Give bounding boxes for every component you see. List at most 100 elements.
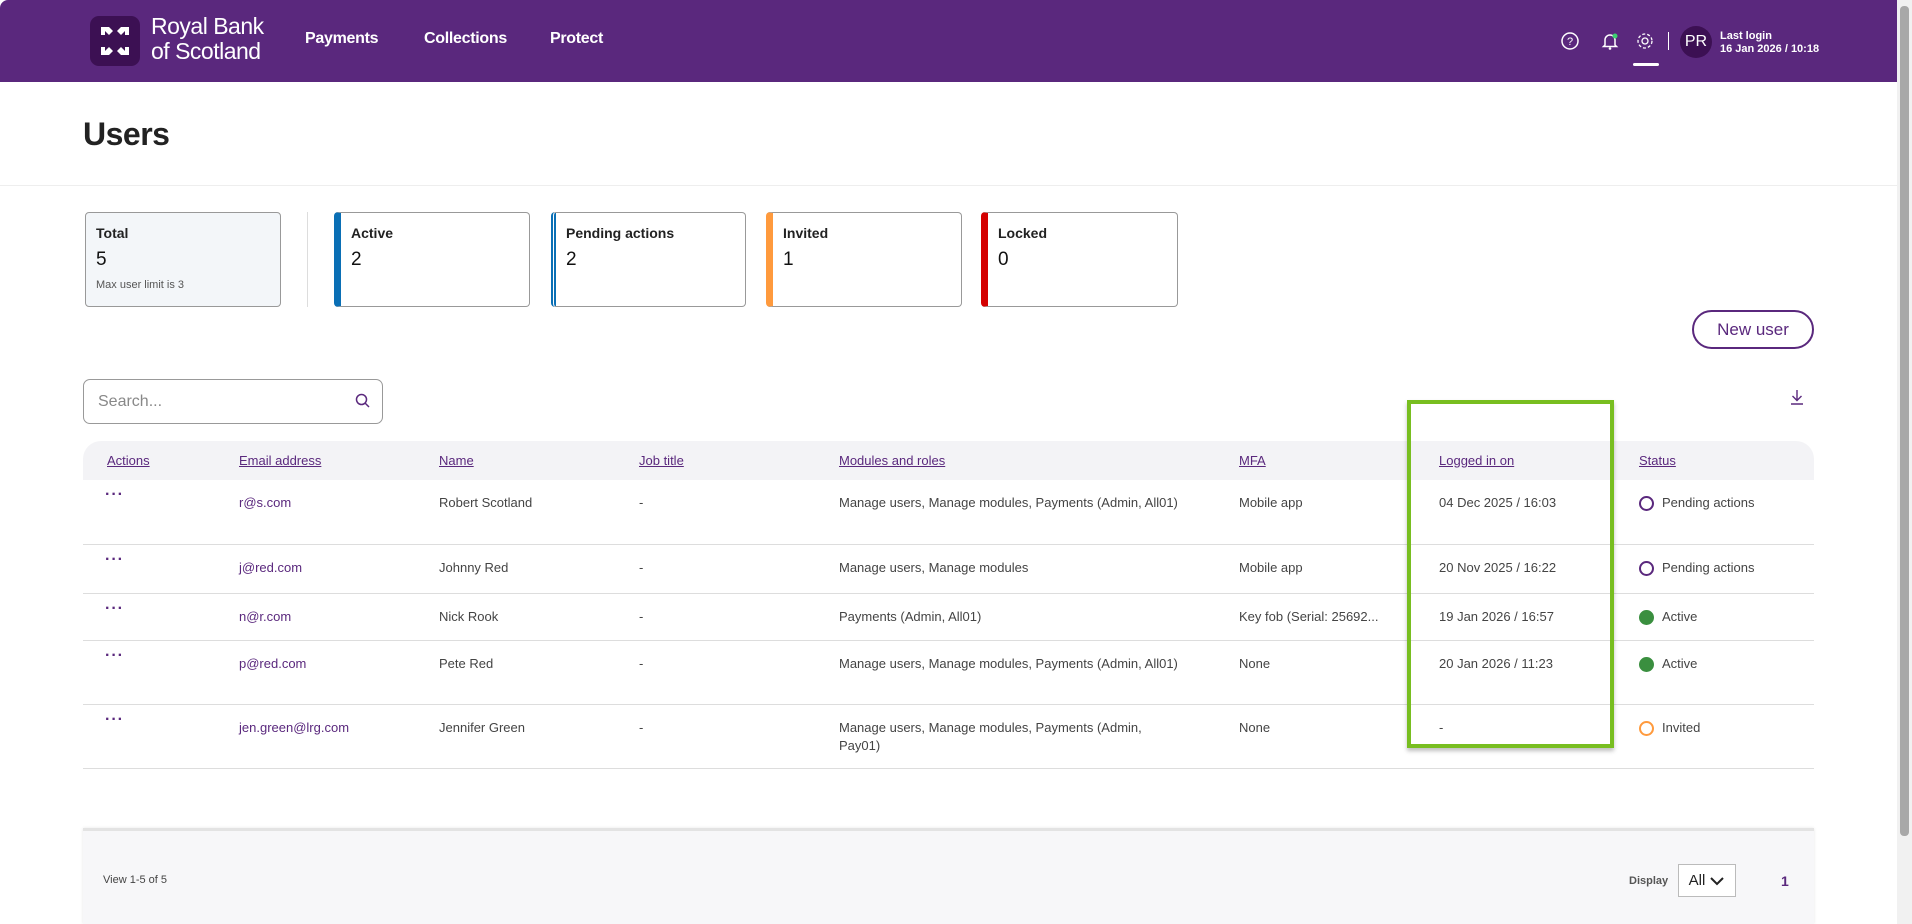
row-actions-menu[interactable]: ··· xyxy=(105,711,124,728)
table-row: ··· p@red.com Pete Red - Manage users, M… xyxy=(83,641,1814,705)
row-mfa: Mobile app xyxy=(1239,560,1303,575)
row-job-title: - xyxy=(639,656,644,671)
card-label: Locked xyxy=(998,225,1048,241)
summary-card-total[interactable]: Total 5 Max user limit is 3 xyxy=(85,212,281,307)
col-status[interactable]: Status xyxy=(1639,453,1676,468)
nav-collections[interactable]: Collections xyxy=(424,30,507,47)
table-footer: View 1-5 of 5 Display All 1 xyxy=(83,828,1814,924)
row-job-title: - xyxy=(639,560,644,575)
row-name: Nick Rook xyxy=(439,609,499,624)
row-email[interactable]: r@s.com xyxy=(239,495,292,510)
summary-card-invited[interactable]: Invited 1 xyxy=(766,212,962,307)
row-status: Pending actions xyxy=(1639,559,1755,577)
col-name[interactable]: Name xyxy=(439,453,474,468)
table-row: ··· r@s.com Robert Scotland - Manage use… xyxy=(83,480,1814,545)
download-icon[interactable] xyxy=(1788,388,1806,406)
table-row: ··· n@r.com Nick Rook - Payments (Admin,… xyxy=(83,594,1814,641)
row-job-title: - xyxy=(639,495,644,510)
row-email[interactable]: n@r.com xyxy=(239,609,292,624)
chevron-down-icon xyxy=(1710,876,1725,885)
row-email[interactable]: j@red.com xyxy=(239,560,303,575)
row-logged-in: 20 Nov 2025 / 16:22 xyxy=(1439,560,1557,575)
col-email[interactable]: Email address xyxy=(239,453,322,468)
row-mfa: None xyxy=(1239,720,1271,735)
card-label: Invited xyxy=(783,225,829,241)
summary-card-pending[interactable]: Pending actions 2 xyxy=(551,212,746,307)
svg-text:?: ? xyxy=(1567,36,1573,48)
row-modules: Manage users, Manage modules, Payments (… xyxy=(839,656,1178,671)
row-job-title: - xyxy=(639,720,644,735)
status-dot-icon xyxy=(1639,720,1654,736)
divider xyxy=(0,185,1897,186)
row-mfa: None xyxy=(1239,656,1271,671)
row-email[interactable]: p@red.com xyxy=(239,656,307,671)
row-logged-in: - xyxy=(1439,720,1444,735)
row-email[interactable]: jen.green@lrg.com xyxy=(239,720,350,735)
col-actions[interactable]: Actions xyxy=(107,453,150,468)
row-actions-menu[interactable]: ··· xyxy=(105,600,124,617)
user-avatar[interactable]: PR xyxy=(1680,26,1712,58)
view-count: View 1-5 of 5 xyxy=(103,874,168,886)
status-dot-icon xyxy=(1639,609,1654,625)
card-value: 2 xyxy=(351,249,362,270)
status-text: Active xyxy=(1662,609,1698,624)
notification-bell-icon[interactable] xyxy=(1599,30,1621,52)
status-text: Invited xyxy=(1662,720,1701,735)
row-actions-menu[interactable]: ··· xyxy=(105,647,124,664)
last-login: Last login 16 Jan 2026 / 10:18 xyxy=(1720,30,1819,56)
col-mfa[interactable]: MFA xyxy=(1239,453,1266,468)
active-settings-indicator xyxy=(1633,63,1659,66)
summary-card-locked[interactable]: Locked 0 xyxy=(981,212,1178,307)
table-row: ··· jen.green@lrg.com Jennifer Green - M… xyxy=(83,705,1814,769)
row-status: Active xyxy=(1639,608,1697,626)
display-value: All xyxy=(1688,872,1706,889)
row-actions-menu[interactable]: ··· xyxy=(105,551,124,568)
table-row: ··· j@red.com Johnny Red - Manage users,… xyxy=(83,545,1814,594)
col-logged-in[interactable]: Logged in on xyxy=(1439,453,1515,468)
row-modules: Manage users, Manage modules xyxy=(839,560,1029,575)
row-job-title: - xyxy=(639,609,644,624)
col-job-title[interactable]: Job title xyxy=(639,453,684,468)
brand-line-1: Royal Bank xyxy=(151,13,264,39)
row-status: Pending actions xyxy=(1639,494,1755,512)
row-actions-menu[interactable]: ··· xyxy=(105,486,124,503)
card-value: 5 xyxy=(96,249,107,270)
card-label: Pending actions xyxy=(566,225,675,241)
nav-payments[interactable]: Payments xyxy=(305,30,379,47)
nav-protect[interactable]: Protect xyxy=(550,30,604,47)
display-select[interactable]: All xyxy=(1678,864,1736,897)
status-text: Active xyxy=(1662,656,1698,671)
row-modules: Manage users, Manage modules, Payments (… xyxy=(839,495,1178,510)
search-icon[interactable] xyxy=(354,392,372,410)
scrollbar[interactable] xyxy=(1897,0,1912,924)
card-label: Active xyxy=(351,225,394,241)
status-dot-icon xyxy=(1639,560,1654,576)
card-note: Max user limit is 3 xyxy=(96,279,185,291)
card-separator xyxy=(307,212,308,307)
row-logged-in: 19 Jan 2026 / 16:57 xyxy=(1439,609,1554,624)
row-mfa: Mobile app xyxy=(1239,495,1303,510)
settings-gear-icon[interactable] xyxy=(1634,30,1656,52)
new-user-button[interactable]: New user xyxy=(1692,310,1814,349)
scrollbar-thumb[interactable] xyxy=(1900,6,1909,836)
search-box xyxy=(83,379,383,424)
display-label: Display xyxy=(1629,875,1669,887)
col-modules[interactable]: Modules and roles xyxy=(839,453,946,468)
row-logged-in: 20 Jan 2026 / 11:23 xyxy=(1439,656,1553,671)
page-title: Users xyxy=(83,116,170,152)
row-name: Robert Scotland xyxy=(439,495,533,510)
help-icon[interactable]: ? xyxy=(1559,30,1581,52)
search-input[interactable] xyxy=(84,380,334,423)
row-name: Pete Red xyxy=(439,656,494,671)
row-modules: Manage users, Manage modules, Payments (… xyxy=(839,720,1142,753)
top-header: Royal Bank of Scotland Payments Collectio… xyxy=(0,0,1897,82)
page-number[interactable]: 1 xyxy=(1781,873,1789,889)
summary-card-active[interactable]: Active 2 xyxy=(334,212,530,307)
daisy-logo-icon xyxy=(101,27,129,55)
status-text: Pending actions xyxy=(1662,560,1755,575)
header-divider xyxy=(1668,32,1669,50)
last-login-label: Last login xyxy=(1720,30,1772,42)
row-mfa: Key fob (Serial: 25692... xyxy=(1239,609,1379,624)
card-value: 2 xyxy=(566,249,577,270)
rbs-logo[interactable] xyxy=(90,16,140,66)
